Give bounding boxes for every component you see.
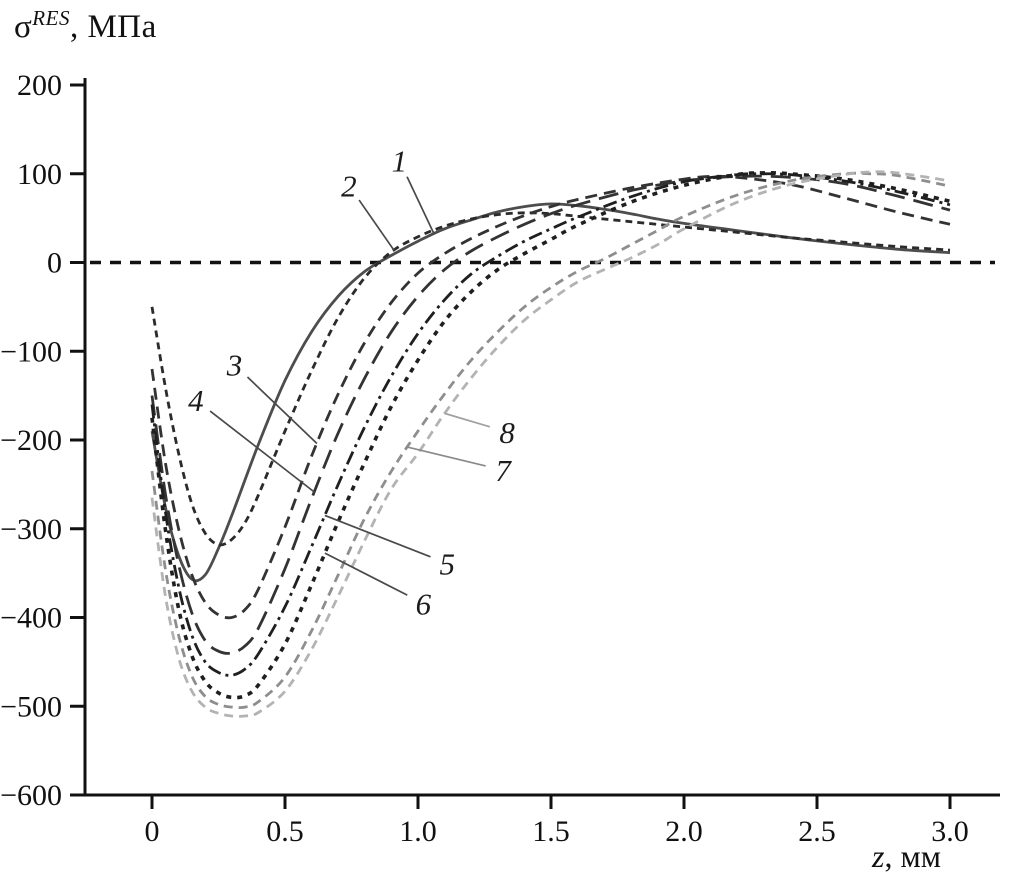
- y-tick-label: −300: [0, 513, 62, 546]
- curve-6: [150, 171, 951, 700]
- curve-number-4: 4: [188, 383, 204, 418]
- x-tick-label: 1.5: [532, 815, 570, 848]
- x-tick-label: 3.0: [931, 815, 969, 848]
- x-axis-variable: z: [872, 838, 885, 874]
- y-tick-label: 200: [17, 69, 62, 102]
- y-axis-unit: , МПа: [69, 9, 157, 45]
- leader-line-8: [444, 412, 491, 428]
- curve-1: [150, 202, 951, 583]
- x-tick-label: 0.5: [266, 815, 304, 848]
- x-tick-label: 1.0: [399, 815, 437, 848]
- leader-line-5: [324, 514, 431, 558]
- leader-line-3: [246, 376, 318, 445]
- y-tick-label: −400: [0, 602, 62, 635]
- curve-7: [150, 171, 951, 710]
- leader-line-4: [209, 410, 315, 493]
- y-tick-label: 100: [17, 158, 62, 191]
- curve-number-6: 6: [416, 586, 432, 621]
- x-axis-unit: , мм: [884, 838, 941, 874]
- leader-line-2: [358, 199, 395, 251]
- leader-line-1: [406, 176, 435, 235]
- curve-8: [150, 170, 951, 718]
- y-tick-label: −100: [0, 335, 62, 368]
- x-tick-label: 0: [145, 815, 160, 848]
- y-axis-title: σRES, МПа: [14, 6, 157, 46]
- y-tick-label: −500: [0, 690, 62, 723]
- curve-number-2: 2: [341, 168, 357, 203]
- curve-number-8: 8: [499, 415, 515, 450]
- x-axis-label: z, мм: [872, 838, 941, 875]
- x-tick-label: 2.0: [665, 815, 703, 848]
- curve-3: [150, 174, 951, 620]
- curve-number-1: 1: [392, 143, 408, 178]
- leader-line-7: [407, 446, 486, 467]
- sigma-superscript: RES: [32, 6, 70, 30]
- sigma-symbol: σ: [14, 9, 33, 45]
- curve-4: [150, 174, 951, 655]
- y-tick-label: −200: [0, 424, 62, 457]
- y-tick-label: 0: [47, 247, 62, 280]
- y-tick-label: −600: [0, 779, 62, 812]
- curve-number-5: 5: [440, 546, 456, 581]
- x-tick-label: 2.5: [798, 815, 836, 848]
- curve-2: [150, 211, 951, 547]
- curve-number-3: 3: [226, 348, 243, 383]
- leader-line-6: [324, 552, 408, 596]
- curve-number-7: 7: [495, 453, 512, 488]
